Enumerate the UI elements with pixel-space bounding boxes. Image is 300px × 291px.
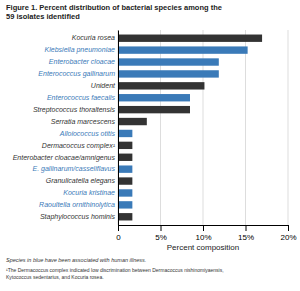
grid-line <box>118 30 119 225</box>
tick-label: 20% <box>280 233 296 242</box>
bar <box>118 154 132 161</box>
chart: Figure 1. Percent distribution of bacter… <box>0 0 300 291</box>
footnote: ¹The Dermacoccus complex indicated low d… <box>6 267 224 280</box>
axis-line <box>118 31 119 226</box>
bar <box>118 130 132 137</box>
grid-line <box>245 30 246 225</box>
category-label: Enterobacter cloacae/amnigenus <box>13 154 116 162</box>
tick: Enterococcus gallinarum <box>38 70 118 78</box>
title: Figure 1. Percent distribution of bacter… <box>6 3 222 21</box>
tick: Streptococcus thoraltensis <box>33 106 118 114</box>
bar <box>118 118 147 125</box>
tick-mark <box>118 225 119 231</box>
tick: Kocuria rosea <box>72 34 118 41</box>
tick-mark <box>161 225 162 231</box>
tick: Klebsiella pneumoniae <box>45 46 118 54</box>
bars <box>118 35 262 221</box>
tick-label: 15% <box>238 233 254 242</box>
text-line: ¹The Dermacoccus complex indicated low d… <box>6 267 224 273</box>
category-label: Kocuria kristinae <box>63 189 115 196</box>
tick: E. gallinarum/casseliflavus <box>33 165 118 173</box>
bar <box>118 70 219 77</box>
tick: Enterobacter cloacae/amnigenus <box>13 154 118 162</box>
text-line: Figure 1. Percent distribution of bacter… <box>6 3 222 12</box>
bar <box>118 142 132 149</box>
text-line: Kytococcus sedentarius, and Kocuria rose… <box>6 274 104 280</box>
x-axis: 0 5% 10% 15% 20% <box>116 225 296 242</box>
bar <box>118 58 219 65</box>
category-label: Granulicatella elegans <box>46 177 116 185</box>
tick: Serratia marcescens <box>51 118 118 125</box>
category-label: Enterococcus faecalis <box>47 94 116 101</box>
bar <box>118 82 204 89</box>
bar <box>118 165 132 172</box>
tick-label: 5% <box>155 233 167 242</box>
tick: 15% <box>238 225 254 242</box>
bar <box>118 189 132 196</box>
bar <box>118 106 190 113</box>
text-line: Species in blue have been associated wit… <box>6 257 146 263</box>
bar <box>118 46 248 53</box>
category-label: Serratia marcescens <box>51 118 116 125</box>
axis-line <box>119 226 289 232</box>
tick-mark <box>246 225 247 231</box>
tick-mark <box>203 225 204 231</box>
bar <box>118 94 190 101</box>
category-label: Klebsiella pneumoniae <box>45 46 116 54</box>
tick: Granulicatella elegans <box>46 177 118 185</box>
text-line: 59 isolates identified <box>6 12 80 21</box>
bar <box>118 201 132 208</box>
bar <box>118 177 132 184</box>
tick: Raoultella ornithinolytica <box>39 201 118 209</box>
category-label: Staphylococcus hominis <box>40 213 116 221</box>
tick: Kocuria kristinae <box>63 189 118 196</box>
tick-label: 10% <box>195 233 211 242</box>
category-label: Unident <box>91 82 116 89</box>
bar <box>118 213 132 220</box>
tick: 0 <box>116 225 121 242</box>
tick: Alloiococcus otitis <box>59 130 118 137</box>
x-axis-title: Percent composition <box>167 243 239 252</box>
tick-label: 0 <box>116 233 121 242</box>
tick: 20% <box>280 225 296 242</box>
footnote: Species in blue have been associated wit… <box>6 257 146 263</box>
tick: Unident <box>91 82 118 89</box>
grid <box>118 30 288 225</box>
tick: Enterococcus faecalis <box>47 94 118 101</box>
category-label: Enterococcus gallinarum <box>38 70 115 78</box>
category-label: Dermacoccus complex¹ <box>42 142 116 150</box>
category-label: Enterobacter cloacae <box>49 58 115 65</box>
bar <box>118 35 262 42</box>
category-label: Kocuria rosea <box>72 34 115 41</box>
grid-line <box>288 30 289 225</box>
tick: Dermacoccus complex¹ <box>42 142 118 150</box>
tick: 5% <box>155 225 167 242</box>
tick: 10% <box>195 225 211 242</box>
tick-mark <box>288 225 289 231</box>
tick: Enterobacter cloacae <box>49 58 118 65</box>
category-label: Alloiococcus otitis <box>59 130 116 137</box>
y-axis: Staphylococcus hominis Raoultella ornithi… <box>13 31 119 226</box>
tick: Staphylococcus hominis <box>40 213 118 221</box>
category-label: Streptococcus thoraltensis <box>33 106 116 114</box>
category-label: Raoultella ornithinolytica <box>39 201 115 209</box>
category-label: E. gallinarum/casseliflavus <box>33 165 116 173</box>
